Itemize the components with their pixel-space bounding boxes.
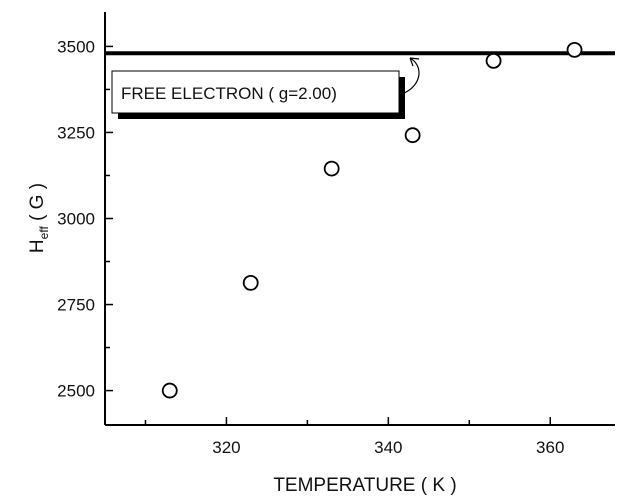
data-point — [161, 382, 178, 399]
x-axis-title: TEMPERATURE ( K ) — [273, 475, 456, 496]
data-point — [242, 274, 259, 291]
y-tick-label: 3250 — [57, 123, 95, 142]
annotation-text: FREE ELECTRON ( g=2.00) — [121, 84, 337, 103]
data-point — [566, 41, 583, 58]
y-tick-label: 2500 — [57, 382, 95, 401]
axes — [104, 12, 615, 426]
data-point — [323, 160, 340, 177]
y-tick-label: 2750 — [57, 296, 95, 315]
axis-ticks: 320 340 360 2500 2750 3000 3250 3500 — [57, 37, 564, 457]
y-axis-title-main: H — [27, 239, 48, 253]
x-tick-label: 320 — [212, 438, 240, 457]
data-point — [404, 127, 421, 144]
annotation-arrowhead — [409, 57, 420, 67]
x-tick-label: 340 — [374, 438, 402, 457]
free-electron-annotation: FREE ELECTRON ( g=2.00) — [111, 57, 420, 119]
y-axis-title-subscript: eff — [37, 226, 51, 240]
x-tick-label: 360 — [536, 438, 564, 457]
annotation-box — [111, 70, 400, 114]
data-point — [485, 52, 502, 69]
y-axis-title: Heff ( G ) — [27, 183, 51, 253]
y-tick-label: 3000 — [57, 210, 95, 229]
annotation-arrow — [401, 57, 420, 95]
y-tick-label: 3500 — [57, 37, 95, 56]
y-axis-title-unit: ( G ) — [27, 183, 48, 226]
data-points — [161, 41, 583, 399]
